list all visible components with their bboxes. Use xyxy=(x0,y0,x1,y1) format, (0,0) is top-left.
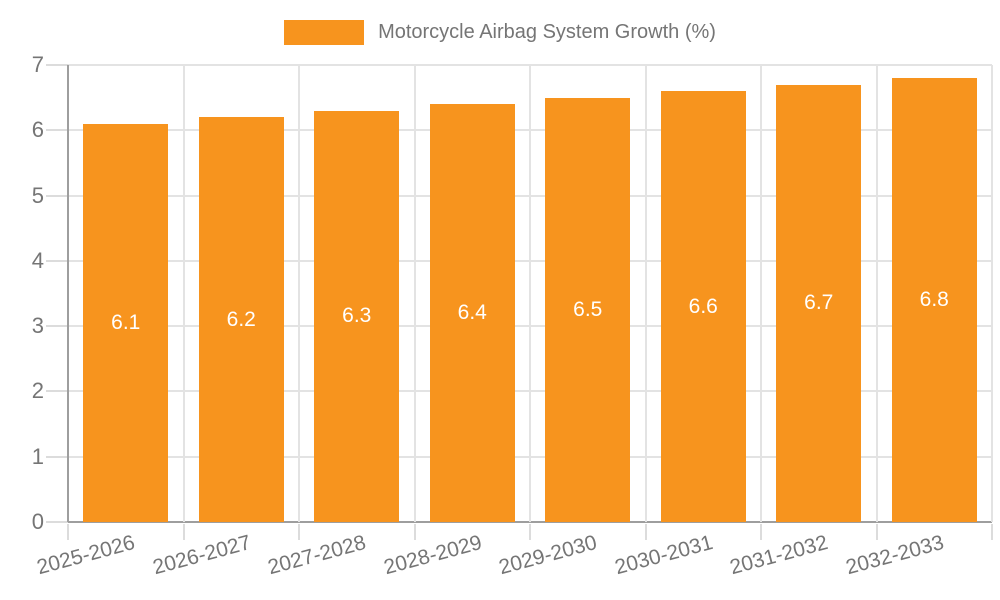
x-axis-label: 2032-2033 xyxy=(843,531,947,580)
y-axis-tick xyxy=(46,325,68,328)
x-axis-tick xyxy=(529,524,531,540)
y-axis-label: 0 xyxy=(31,509,44,534)
bar-value-label: 6.8 xyxy=(919,288,949,312)
legend-label: Motorcycle Airbag System Growth (%) xyxy=(378,21,716,43)
y-axis-tick xyxy=(46,259,68,262)
x-axis-tick xyxy=(875,524,878,540)
y-axis-label: 4 xyxy=(31,247,44,273)
bar-value-label: 6.5 xyxy=(573,297,603,321)
x-axis-tick xyxy=(991,524,993,540)
x-axis-tick xyxy=(182,524,185,540)
x-axis-label: 2026-2027 xyxy=(150,531,254,580)
y-axis-tick xyxy=(46,64,68,66)
x-axis-tick xyxy=(298,524,300,540)
x-axis-label: 2030-2031 xyxy=(612,531,716,580)
y-axis-label: 3 xyxy=(31,313,44,339)
x-axis-label: 2025-2026 xyxy=(34,531,138,580)
bar[interactable] xyxy=(776,84,862,522)
x-axis-tick xyxy=(67,524,69,540)
legend-item[interactable]: Motorcycle Airbag System Growth (%) xyxy=(284,20,716,45)
y-axis-label: 7 xyxy=(31,52,44,77)
legend: Motorcycle Airbag System Growth (%) xyxy=(0,20,1000,45)
x-axis-label: 2031-2032 xyxy=(727,531,831,580)
bar[interactable] xyxy=(891,78,977,522)
y-axis-line xyxy=(67,65,69,522)
y-axis-tick xyxy=(46,129,68,132)
x-gridline xyxy=(298,65,300,522)
y-axis-label: 1 xyxy=(31,443,44,469)
x-gridline xyxy=(991,65,993,522)
x-gridline xyxy=(182,65,185,522)
x-axis-label: 2028-2029 xyxy=(381,531,485,580)
x-gridline xyxy=(529,65,531,522)
x-gridline xyxy=(760,65,762,522)
x-axis-tick xyxy=(644,524,647,540)
y-axis-label: 2 xyxy=(31,378,44,404)
bar-value-label: 6.6 xyxy=(688,294,718,318)
x-gridline xyxy=(644,65,647,522)
bar[interactable] xyxy=(660,91,746,522)
y-axis-label: 6 xyxy=(31,117,44,143)
y-gridline xyxy=(68,521,992,523)
bar[interactable] xyxy=(545,97,631,522)
bar-value-label: 6.3 xyxy=(342,304,372,328)
y-axis-tick xyxy=(46,390,68,393)
y-axis-tick xyxy=(46,455,68,458)
x-axis-tick xyxy=(413,524,416,540)
x-gridline xyxy=(875,65,878,522)
bar[interactable] xyxy=(429,104,515,522)
y-axis-label: 5 xyxy=(31,182,44,208)
bar-value-label: 6.7 xyxy=(804,291,834,315)
x-axis-label: 2029-2030 xyxy=(496,531,600,580)
bar-value-label: 6.2 xyxy=(226,307,256,331)
x-axis-label: 2027-2028 xyxy=(265,531,369,580)
y-axis-tick xyxy=(46,521,68,523)
x-axis-tick xyxy=(760,524,762,540)
bar[interactable] xyxy=(314,110,400,522)
bar-value-label: 6.1 xyxy=(111,310,141,334)
x-gridline xyxy=(413,65,416,522)
bar[interactable] xyxy=(198,117,284,522)
legend-swatch xyxy=(284,20,365,45)
y-axis-tick xyxy=(46,194,68,197)
bar[interactable] xyxy=(83,123,169,522)
bar-value-label: 6.4 xyxy=(457,301,487,325)
